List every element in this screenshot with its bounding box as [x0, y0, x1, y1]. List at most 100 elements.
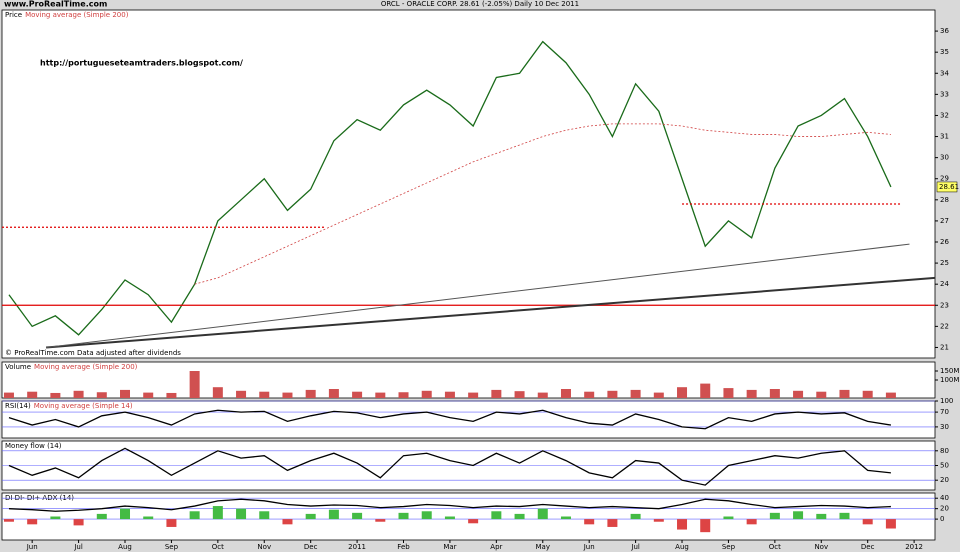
bar [862, 519, 873, 525]
bar [143, 392, 154, 398]
last-value: 28.61 [939, 183, 959, 191]
x-tick-label: Nov [814, 543, 828, 551]
bar [816, 513, 827, 520]
bar [305, 513, 316, 520]
site: www.ProRealTime.com [4, 0, 107, 9]
bar [468, 519, 479, 524]
line [8, 447, 891, 486]
bar [328, 509, 339, 520]
panel-title: Volume [5, 363, 31, 371]
bar [328, 389, 339, 398]
panel-subtitle: Moving average (Simple 200) [34, 363, 138, 371]
bar [166, 519, 177, 527]
bar [3, 519, 14, 522]
bar [746, 389, 757, 398]
y-tick-label: 80 [940, 447, 949, 455]
y-tick-label: 0 [940, 515, 944, 523]
y-tick-label: 31 [940, 133, 949, 141]
y-tick-label: 50 [940, 462, 949, 470]
bar [120, 508, 131, 520]
bar [50, 392, 61, 398]
bar [885, 392, 896, 398]
y-tick-label: 70 [940, 408, 949, 416]
bar [398, 392, 409, 398]
panel-title: Price [5, 11, 22, 19]
y-tick-label: 32 [940, 111, 949, 119]
bar [491, 389, 502, 398]
x-tick-label: Oct [769, 543, 781, 551]
y-tick-label: 23 [940, 301, 949, 309]
bar [212, 387, 223, 398]
y-tick-label: 34 [940, 69, 949, 77]
y-tick-label: 26 [940, 238, 949, 246]
bar [305, 389, 316, 398]
bar [769, 389, 780, 398]
bar [700, 383, 711, 398]
bar [653, 519, 664, 522]
bar [584, 519, 595, 525]
bar [212, 506, 223, 520]
bar [96, 392, 107, 398]
bar [352, 391, 363, 398]
bar [96, 513, 107, 520]
x-tick-label: Jun [583, 543, 595, 551]
bar [607, 390, 618, 398]
x-tick-label: Feb [397, 543, 410, 551]
bar [653, 392, 664, 398]
bar [189, 371, 200, 398]
y-tick-label: 30 [940, 423, 949, 431]
bar [352, 512, 363, 520]
panel [1, 400, 936, 439]
bar [584, 391, 595, 398]
x-tick-label: Sep [165, 543, 179, 551]
panel-title: RSI(14) [5, 402, 31, 410]
bar [885, 519, 896, 529]
y-tick-label: 150M [940, 367, 959, 375]
y-tick-label: 100M [940, 376, 959, 384]
x-tick-label: 2011 [348, 543, 366, 551]
bar [560, 516, 571, 520]
bar [839, 512, 850, 520]
bar [723, 388, 734, 398]
bar [444, 516, 455, 520]
bar [444, 391, 455, 398]
bar [282, 519, 293, 525]
bar [282, 392, 293, 398]
bar [421, 390, 432, 398]
chart-header: ORCL - ORACLE CORP. 28.61 (-2.05%) Daily… [381, 0, 579, 8]
bar [3, 392, 14, 398]
x-tick-label: Aug [675, 543, 689, 551]
bar [514, 513, 525, 520]
bar [143, 516, 154, 520]
bar [421, 511, 432, 520]
bar [398, 512, 409, 520]
bar [166, 392, 177, 398]
last-value-box [936, 181, 958, 193]
y-tick-label: 27 [940, 217, 949, 225]
bar [677, 519, 688, 530]
x-tick-label: Aug [118, 543, 132, 551]
bar [677, 387, 688, 398]
bar [259, 511, 270, 520]
trendline [46, 276, 936, 349]
x-tick-label: Mar [443, 543, 456, 551]
x-tick-label: Dec [304, 543, 318, 551]
y-tick-label: 100 [940, 397, 953, 405]
bar [189, 511, 200, 520]
bar [630, 513, 641, 520]
bar [27, 519, 38, 525]
y-tick-label: 20 [940, 476, 949, 484]
x-tick-label: Jul [73, 543, 83, 551]
y-tick-label: 24 [940, 280, 949, 288]
bar [27, 391, 38, 398]
bar [816, 391, 827, 398]
bar [700, 519, 711, 533]
bar [746, 519, 757, 525]
y-tick-label: 20 [940, 505, 949, 513]
panel-subtitle: Moving average (Simple 14) [34, 402, 133, 410]
x-tick-label: Dec [861, 543, 875, 551]
line [8, 409, 892, 430]
bar [769, 512, 780, 520]
